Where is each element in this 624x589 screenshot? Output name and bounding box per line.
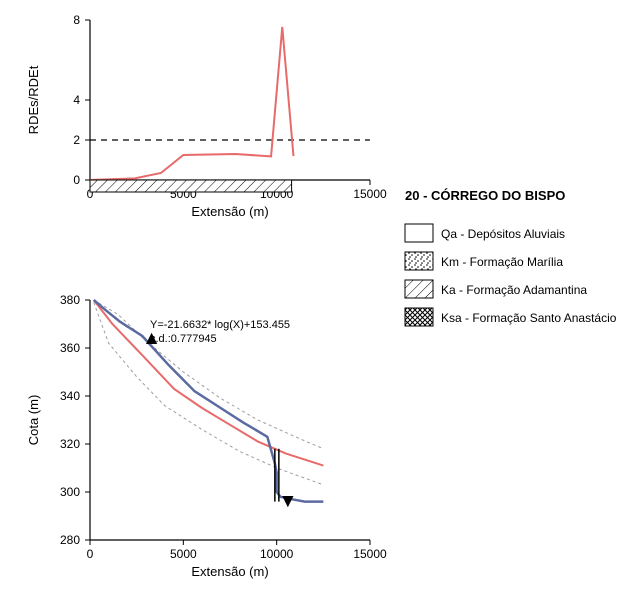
legend-swatch-ka <box>405 280 433 298</box>
ytick: 8 <box>73 13 80 27</box>
legend-label-ksa: Ksa - Formação Santo Anastácio <box>441 311 617 325</box>
xlabel: Extensão (m) <box>191 564 268 579</box>
xtick: 15000 <box>353 187 387 201</box>
xlabel: Extensão (m) <box>191 204 268 219</box>
ylabel: Cota (m) <box>26 395 41 446</box>
ytick: 4 <box>73 93 80 107</box>
ylabel: RDEs/RDEt <box>26 65 41 134</box>
ytick: 2 <box>73 133 80 147</box>
legend-swatch-ksa <box>405 308 433 326</box>
legend-swatch-km <box>405 252 433 270</box>
ytick: 320 <box>60 437 80 451</box>
ytick: 300 <box>60 485 80 499</box>
equation-line2: c.d.:0.777945 <box>150 333 217 345</box>
legend-label-qa: Qa - Depósitos Aluviais <box>441 227 565 241</box>
xtick: 5000 <box>170 547 197 561</box>
top-chart: 0248050001000015000Extensão (m)RDEs/RDEt <box>26 13 387 219</box>
ytick: 280 <box>60 533 80 547</box>
ytick: 0 <box>73 173 80 187</box>
series-line <box>90 27 293 180</box>
geology-bar <box>90 180 292 192</box>
legend: 20 - CÓRREGO DO BISPO Qa - Depósitos Aluv… <box>405 188 617 326</box>
bottom-chart: 280 300 320 340 360 380 0 5000 10000 15000 Extensã… <box>26 293 387 579</box>
xtick: 0 <box>87 547 94 561</box>
arrow-down <box>282 496 293 507</box>
ytick: 340 <box>60 389 80 403</box>
ytick: 360 <box>60 341 80 355</box>
xtick: 10000 <box>260 547 294 561</box>
legend-swatch-qa <box>405 224 433 242</box>
legend-label-km: Km - Formação Marília <box>441 255 563 269</box>
equation-line1: Y=-21.6632* log(X)+153.455 <box>150 319 290 331</box>
xtick: 15000 <box>353 547 387 561</box>
legend-label-ka: Ka - Formação Adamantina <box>441 283 587 297</box>
legend-title: 20 - CÓRREGO DO BISPO <box>405 188 565 203</box>
ytick: 380 <box>60 293 80 307</box>
